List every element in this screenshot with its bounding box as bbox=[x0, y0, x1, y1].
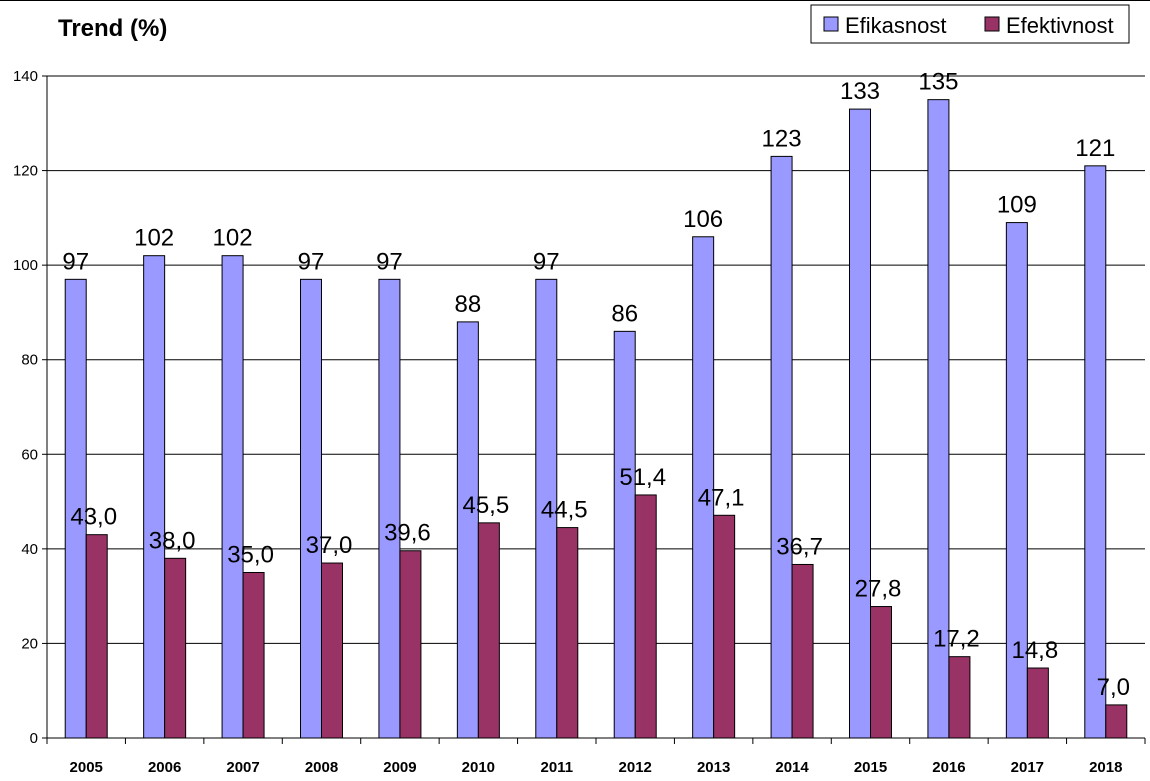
bar-efektivnost-2009 bbox=[399, 550, 422, 739]
data-label-efikasnost-2013: 106 bbox=[683, 206, 723, 233]
legend-swatch-efektivnost bbox=[984, 16, 1000, 32]
bar-efikasnost-2009 bbox=[378, 278, 401, 739]
data-label-efektivnost-2017: 14,8 bbox=[1011, 637, 1058, 664]
chart-title: Trend (%) bbox=[58, 15, 167, 42]
bar-efektivnost-2012 bbox=[634, 494, 657, 739]
data-label-efektivnost-2009: 39,6 bbox=[384, 520, 431, 547]
y-tick-label-80: 80 bbox=[21, 352, 38, 369]
y-tick-label-40: 40 bbox=[21, 541, 38, 558]
data-label-efektivnost-2005: 43,0 bbox=[70, 504, 117, 531]
bar-efikasnost-2012 bbox=[613, 330, 636, 739]
bar-efektivnost-2011 bbox=[556, 527, 579, 739]
y-tick-label-0: 0 bbox=[30, 730, 38, 747]
data-label-efikasnost-2017: 109 bbox=[997, 192, 1037, 219]
data-label-efikasnost-2005: 97 bbox=[62, 248, 89, 275]
data-label-efektivnost-2018: 7,0 bbox=[1097, 674, 1130, 701]
data-label-efektivnost-2011: 44,5 bbox=[541, 497, 588, 524]
bar-efektivnost-2008 bbox=[321, 562, 343, 739]
bar-efektivnost-2010 bbox=[477, 522, 500, 739]
y-tick-label-120: 120 bbox=[13, 163, 38, 180]
legend-box bbox=[810, 4, 1130, 44]
bar-efikasnost-2008 bbox=[300, 278, 322, 739]
x-tick-label-2005: 2005 bbox=[70, 759, 103, 776]
data-label-efikasnost-2007: 102 bbox=[213, 225, 253, 252]
data-label-efektivnost-2016: 17,2 bbox=[933, 626, 980, 653]
x-tick-label-2015: 2015 bbox=[854, 759, 887, 776]
x-tick-label-2012: 2012 bbox=[619, 759, 652, 776]
data-label-efikasnost-2014: 123 bbox=[762, 125, 802, 152]
data-label-efektivnost-2006: 38,0 bbox=[149, 527, 196, 554]
data-label-efektivnost-2008: 37,0 bbox=[306, 532, 353, 559]
y-tick-label-60: 60 bbox=[21, 446, 38, 463]
data-label-efektivnost-2010: 45,5 bbox=[462, 492, 509, 519]
bar-efektivnost-2018 bbox=[1105, 704, 1128, 739]
bar-efikasnost-2010 bbox=[456, 321, 479, 739]
data-labels: 97 43,0 102 38,0 102 35,0 97 37,0 97 39,6 88 45,5 97… bbox=[62, 69, 1130, 701]
bar-efikasnost-2015 bbox=[849, 108, 871, 739]
x-tick-label-2016: 2016 bbox=[932, 759, 965, 776]
x-tick-label-2017: 2017 bbox=[1011, 759, 1044, 776]
bar-efektivnost-2005 bbox=[85, 534, 108, 739]
data-label-efikasnost-2015: 133 bbox=[840, 78, 880, 105]
axes bbox=[46, 76, 1145, 739]
bar-efektivnost-2007 bbox=[242, 572, 265, 739]
legend-label-efikasnost: Efikasnost bbox=[845, 13, 947, 38]
bar-efikasnost-2007 bbox=[221, 255, 244, 739]
bar-efektivnost-2006 bbox=[164, 557, 187, 739]
gridlines bbox=[47, 75, 1145, 644]
data-label-efikasnost-2008: 97 bbox=[298, 248, 325, 275]
x-tick-label-2009: 2009 bbox=[383, 759, 416, 776]
x-tick-label-2008: 2008 bbox=[305, 759, 338, 776]
x-tick-label-2006: 2006 bbox=[148, 759, 181, 776]
y-tick-label-20: 20 bbox=[21, 635, 38, 652]
x-tick-label-2013: 2013 bbox=[697, 759, 730, 776]
x-tick-label-2010: 2010 bbox=[462, 759, 495, 776]
x-tick-label-2007: 2007 bbox=[226, 759, 259, 776]
data-label-efektivnost-2013: 47,1 bbox=[698, 484, 745, 511]
x-tick-label-2011: 2011 bbox=[541, 759, 574, 776]
bar-efektivnost-2015 bbox=[870, 606, 892, 739]
bar-efikasnost-2006 bbox=[143, 255, 166, 739]
bar-efektivnost-2017 bbox=[1026, 667, 1049, 739]
x-axis-ticks: 2005 2006 2007 2008 2009 2010 2011 2012 2013 2014… bbox=[46, 738, 1146, 776]
data-label-efikasnost-2012: 86 bbox=[611, 300, 638, 327]
data-label-efektivnost-2012: 51,4 bbox=[619, 464, 666, 491]
bar-efikasnost-2014 bbox=[770, 155, 793, 739]
bar-efektivnost-2013 bbox=[713, 514, 736, 739]
data-label-efektivnost-2015: 27,8 bbox=[855, 576, 902, 603]
data-label-efikasnost-2016: 135 bbox=[918, 69, 958, 96]
bars bbox=[64, 99, 1128, 739]
data-label-efikasnost-2006: 102 bbox=[134, 225, 174, 252]
data-label-efikasnost-2011: 97 bbox=[533, 248, 560, 275]
x-tick-label-2018: 2018 bbox=[1089, 759, 1122, 776]
data-label-efektivnost-2014: 36,7 bbox=[776, 533, 823, 560]
legend: Efikasnost Efektivnost bbox=[810, 4, 1130, 44]
bar-efikasnost-2018 bbox=[1084, 165, 1107, 739]
x-tick-label-2014: 2014 bbox=[775, 759, 809, 776]
y-tick-label-100: 100 bbox=[13, 257, 38, 274]
bar-efektivnost-2014 bbox=[791, 563, 814, 739]
data-label-efektivnost-2007: 35,0 bbox=[227, 542, 274, 569]
data-label-efikasnost-2009: 97 bbox=[376, 248, 403, 275]
y-axis-ticks: 0 20 40 60 80 100 120 140 bbox=[13, 68, 47, 747]
legend-swatch-efikasnost bbox=[823, 16, 839, 32]
data-label-efikasnost-2018: 121 bbox=[1075, 135, 1115, 162]
bar-efektivnost-2016 bbox=[948, 656, 971, 739]
legend-label-efektivnost: Efektivnost bbox=[1006, 13, 1114, 38]
data-label-efikasnost-2010: 88 bbox=[455, 291, 482, 318]
y-tick-label-140: 140 bbox=[13, 68, 38, 85]
